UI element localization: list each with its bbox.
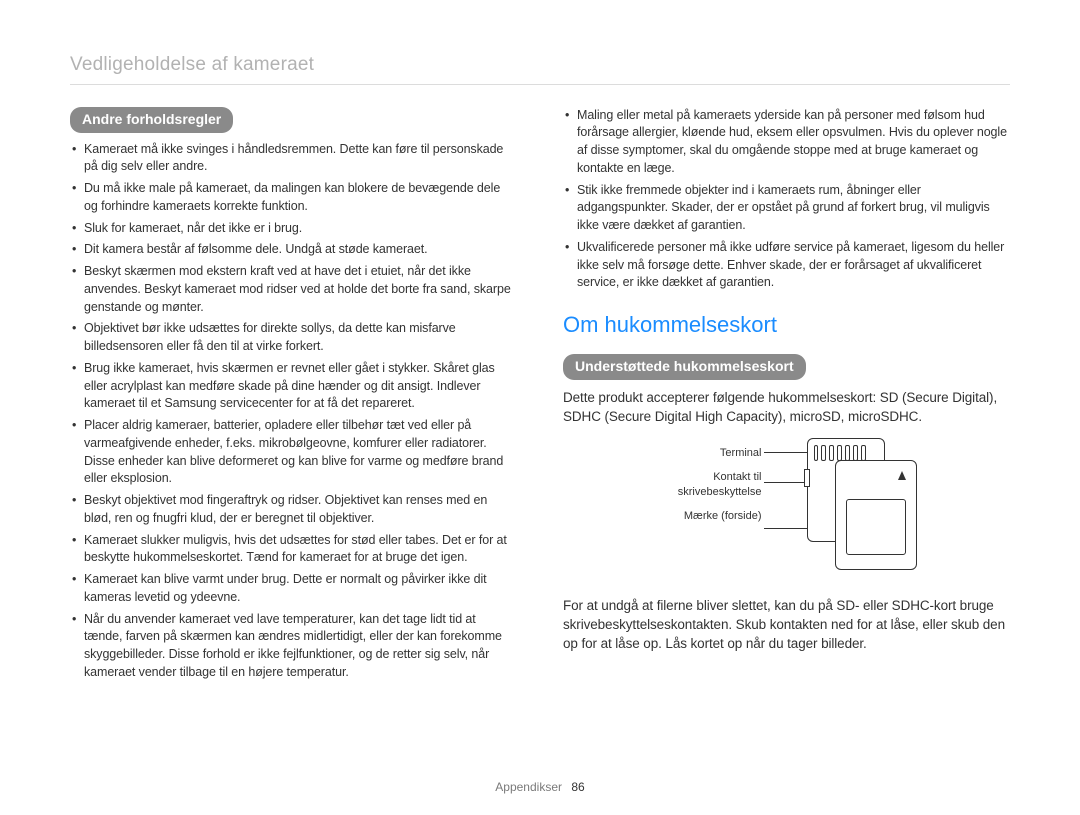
sd-cards — [807, 438, 927, 578]
list-item: Kameraet må ikke svinges i håndledsremme… — [70, 141, 517, 177]
footer-page-number: 86 — [571, 780, 584, 794]
list-item: Du må ikke male på kameraet, da malingen… — [70, 180, 517, 216]
page-header: Vedligeholdelse af kameraet — [70, 52, 1010, 78]
list-item: Beskyt objektivet mod fingeraftryk og ri… — [70, 492, 517, 528]
right-top-bullet-list: Maling eller metal på kameraets yderside… — [563, 107, 1010, 293]
leader-line — [764, 452, 812, 453]
sd-card-diagram: Terminal Kontakt til skrivebeskyttelse M… — [563, 438, 1010, 578]
label-lock-switch: Kontakt til skrivebeskyttelse — [632, 470, 762, 499]
two-column-layout: Andre forholdsregler Kameraet må ikke sv… — [70, 107, 1010, 686]
footer-section: Appendikser — [495, 780, 562, 794]
right-column: Maling eller metal på kameraets yderside… — [563, 107, 1010, 686]
pill-understottede-hukommelseskort: Understøttede hukommelseskort — [563, 354, 806, 380]
sd-card-front — [835, 460, 917, 570]
list-item: Stik ikke fremmede objekter ind i kamera… — [563, 182, 1010, 235]
list-item: Kameraet slukker muligvis, hvis det udsæ… — [70, 532, 517, 568]
label-front: Mærke (forside) — [632, 509, 762, 523]
memory-card-intro: Dette produkt accepterer følgende hukomm… — [563, 388, 1010, 426]
list-item: Sluk for kameraet, når det ikke er i bru… — [70, 220, 517, 238]
header-rule — [70, 84, 1010, 85]
label-terminal: Terminal — [632, 446, 762, 460]
left-column: Andre forholdsregler Kameraet må ikke sv… — [70, 107, 517, 686]
list-item: Ukvalificerede personer må ikke udføre s… — [563, 239, 1010, 292]
sd-diagram-labels: Terminal Kontakt til skrivebeskyttelse M… — [632, 446, 762, 533]
list-item: Dit kamera består af følsomme dele. Undg… — [70, 241, 517, 259]
list-item: Objektivet bør ikke udsættes for direkte… — [70, 320, 517, 356]
document-page: Vedligeholdelse af kameraet Andre forhol… — [0, 0, 1080, 815]
sd-orientation-arrow-icon — [898, 471, 906, 480]
list-item: Maling eller metal på kameraets yderside… — [563, 107, 1010, 178]
page-footer: Appendikser 86 — [0, 779, 1080, 795]
list-item: Placer aldrig kameraer, batterier, oplad… — [70, 417, 517, 488]
leader-line — [764, 482, 804, 483]
sd-front-label-area — [846, 499, 906, 555]
sd-diagram-wrap: Terminal Kontakt til skrivebeskyttelse M… — [632, 438, 942, 578]
section-title-om-hukommelseskort: Om hukommelseskort — [563, 310, 1010, 340]
list-item: Beskyt skærmen mod ekstern kraft ved at … — [70, 263, 517, 316]
pill-andre-forholdsregler: Andre forholdsregler — [70, 107, 233, 133]
sd-lock-switch — [804, 469, 810, 487]
list-item: Når du anvender kameraet ved lave temper… — [70, 611, 517, 682]
left-bullet-list: Kameraet må ikke svinges i håndledsremme… — [70, 141, 517, 682]
list-item: Kameraet kan blive varmt under brug. Det… — [70, 571, 517, 607]
memory-card-outro: For at undgå at filerne bliver slettet, … — [563, 596, 1010, 653]
list-item: Brug ikke kameraet, hvis skærmen er revn… — [70, 360, 517, 413]
sd-contacts — [814, 445, 866, 461]
